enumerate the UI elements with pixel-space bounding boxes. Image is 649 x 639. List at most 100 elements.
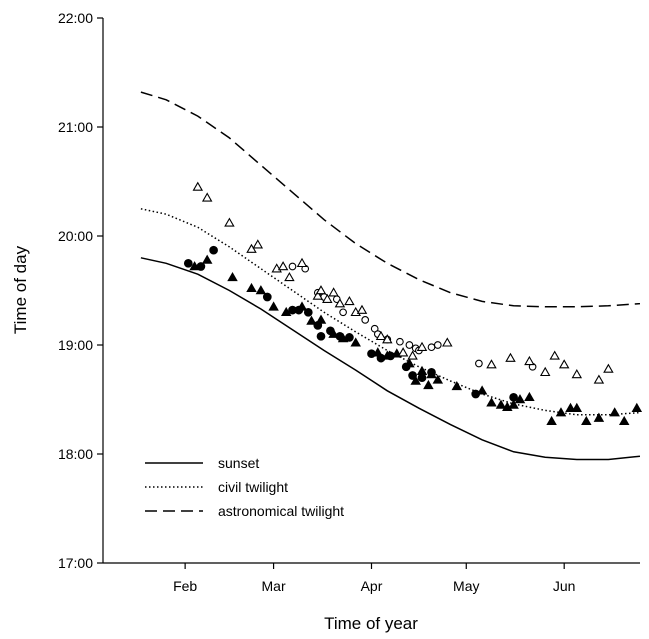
x-tick-label: Jun [553,578,576,594]
series-civil-twilight-line [140,208,640,416]
open-circle-point [475,359,483,368]
open-triangle-point [416,341,428,351]
filled-triangle-point [350,337,361,347]
filled-circle-point [417,373,427,383]
y-tick-label: 20:00 [58,228,93,244]
axes [102,18,640,564]
open-triangle-point [284,271,295,282]
open-triangle-point [334,298,346,308]
filled-circle-point [335,331,345,341]
open-triangle-point [296,257,308,268]
series-astronomical-twilight-line [140,91,640,308]
filled-circle-point [408,371,417,380]
filled-triangle-point [306,315,317,325]
filled-triangle-point [280,306,292,317]
filled-circle-point [367,349,376,359]
open-triangle-point [397,347,409,357]
open-triangle-point [201,192,213,202]
open-triangle-point [192,181,204,191]
open-triangle-point [603,363,614,373]
y-tick-label: 17:00 [58,555,93,571]
filled-triangle-point [227,271,238,282]
filled-triangle-point [593,412,605,422]
filled-triangle-point [508,399,519,409]
y-axis-title: Time of day [11,245,30,334]
open-circle-point [288,262,297,271]
open-triangle-point [375,330,387,341]
legend-label: civil twilight [218,479,288,495]
x-tick-label: Feb [173,578,197,594]
filled-circle-point [427,367,436,377]
legend-label: astronomical twilight [218,503,344,519]
filled-triangle-point [565,402,576,412]
curves [140,91,640,461]
open-triangle-point [322,293,333,303]
open-triangle-point [312,290,324,300]
filled-triangle-point [486,397,497,407]
filled-circle-point [401,362,411,372]
filled-triangle-point [423,379,434,390]
filled-circle-point [313,321,323,330]
filled-triangle-point [618,415,630,426]
x-axis-title: Time of year [324,614,418,633]
x-ticks: FebMarAprMayJunJul [173,563,576,594]
filled-circle-point [209,245,218,255]
open-triangle-point [505,352,516,362]
x-tick-label: Mar [262,578,286,594]
legend-label: sunset [218,455,259,471]
filled-triangle-point [416,365,428,375]
open-triangle-point [277,261,289,271]
open-triangle-point [549,350,560,360]
filled-circle-point [196,262,206,271]
filled-circle-point [262,292,272,302]
filled-triangle-point [451,380,463,391]
filled-circle-point [471,389,481,399]
filled-triangle-point [246,282,257,293]
open-circle-point [339,308,347,317]
legend: sunset civil twilight astronomical twiligh… [145,455,344,519]
y-ticks: 17:00 18:00 19:00 20:00 21:00 22:00 [58,10,103,571]
open-triangle-point [442,337,453,347]
filled-circle-point [316,331,326,341]
y-tick-label: 21:00 [58,119,93,135]
open-triangle-point [558,359,570,369]
filled-triangle-point [255,285,267,295]
filled-triangle-point [524,391,535,402]
filled-triangle-point [476,385,488,395]
x-tick-label: May [453,578,479,594]
filled-triangle-point [268,301,279,311]
x-tick-label: Apr [361,578,383,594]
series-sunset-line [140,257,640,461]
open-circle-point [427,343,436,352]
filled-circle-point [326,326,335,336]
y-tick-label: 19:00 [58,337,93,353]
open-triangle-point [224,217,235,227]
filled-triangle-point [555,407,567,417]
open-triangle-point [382,334,393,344]
filled-triangle-point [201,254,213,264]
open-triangle-point [328,287,339,297]
open-circle-point [396,337,404,346]
filled-circle-point [303,307,313,317]
open-triangle-point [246,243,257,253]
filled-circle-point [294,305,304,315]
filled-triangle-point [514,394,526,404]
filled-triangle-point [581,415,592,426]
filled-circle-point [386,351,395,361]
open-triangle-point [407,350,418,360]
open-triangle-point [593,374,605,384]
open-circle-point [361,316,370,324]
filled-triangle-point [495,399,507,409]
filled-circle-point [509,392,518,402]
observation-points [183,181,643,426]
filled-circle-point [183,258,193,268]
filled-circle-point [376,353,386,363]
open-triangle-point [356,304,368,314]
y-tick-label: 18:00 [58,446,93,462]
open-circle-point [405,341,414,349]
filled-triangle-point [609,407,620,417]
y-tick-label: 22:00 [58,10,93,26]
open-triangle-point [524,355,535,366]
filled-circle-point [345,333,354,342]
